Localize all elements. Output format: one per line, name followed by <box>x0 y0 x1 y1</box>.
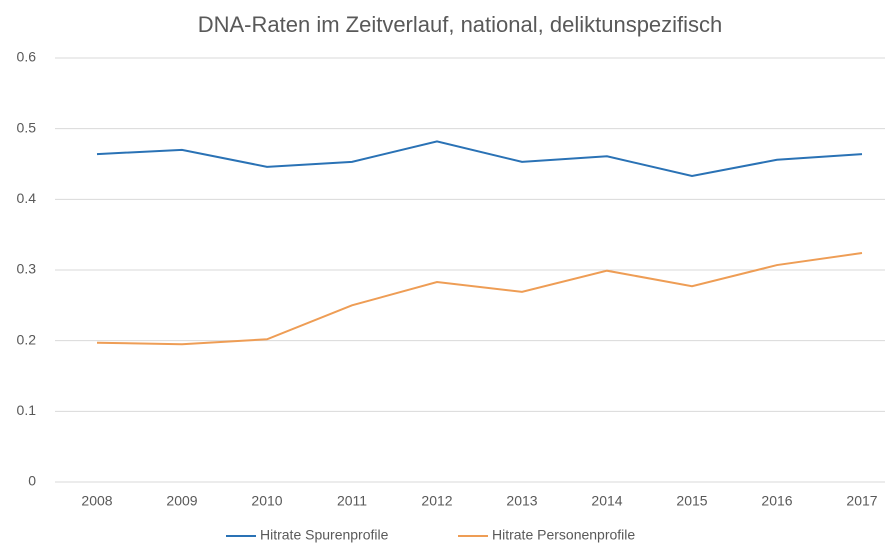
x-tick-label: 2008 <box>81 493 112 509</box>
legend-label: Hitrate Spurenprofile <box>260 527 389 543</box>
x-tick-label: 2016 <box>761 493 792 509</box>
x-tick-label: 2012 <box>421 493 452 509</box>
x-tick-label: 2014 <box>591 493 622 509</box>
x-tick-label: 2009 <box>166 493 197 509</box>
y-tick-label: 0.2 <box>17 331 37 347</box>
x-tick-label: 2015 <box>676 493 707 509</box>
series-line <box>96 252 863 346</box>
y-tick-label: 0.6 <box>17 49 37 65</box>
legend-label: Hitrate Personenprofile <box>492 527 635 543</box>
chart-title: DNA-Raten im Zeitverlauf, national, deli… <box>198 12 723 37</box>
y-tick-label: 0 <box>28 473 36 489</box>
y-tick-label: 0.1 <box>17 402 37 418</box>
y-tick-label: 0.3 <box>17 261 37 277</box>
y-tick-label: 0.5 <box>17 119 37 135</box>
x-tick-label: 2010 <box>251 493 282 509</box>
x-tick-label: 2011 <box>337 493 367 509</box>
x-tick-label: 2013 <box>506 493 537 509</box>
y-tick-label: 0.4 <box>17 190 37 206</box>
series-line <box>96 140 863 178</box>
x-tick-label: 2017 <box>846 493 877 509</box>
